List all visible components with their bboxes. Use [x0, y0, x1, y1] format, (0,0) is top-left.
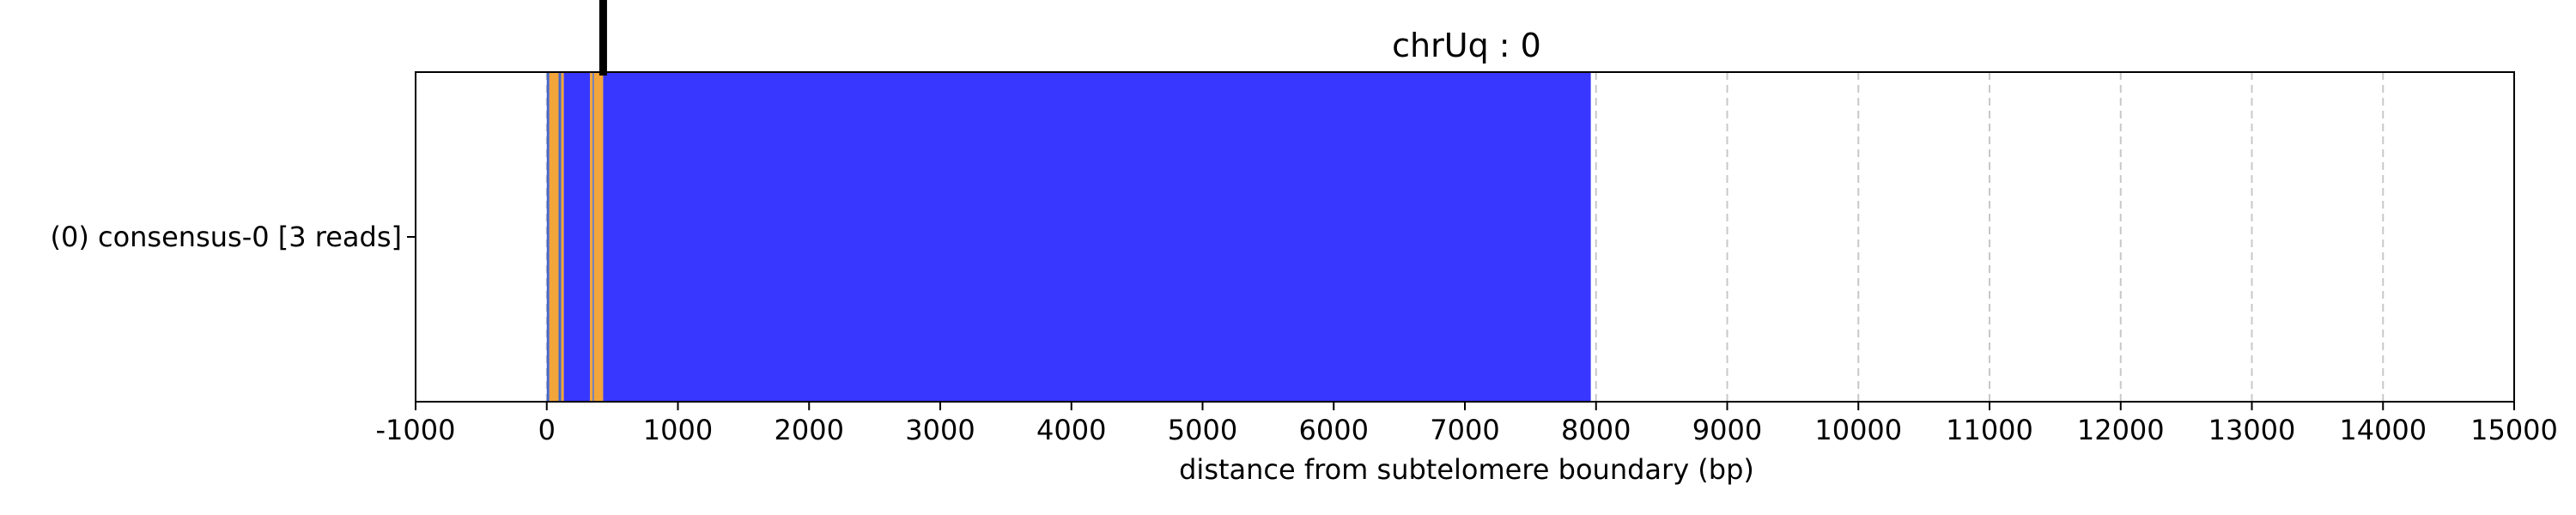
y-tick-label: (0) consensus-0 [3 reads] — [50, 221, 402, 253]
bar-segment — [546, 72, 550, 402]
bar-segment — [563, 72, 591, 402]
x-tick-label: 0 — [538, 414, 556, 446]
x-tick-label: 3000 — [905, 414, 975, 446]
bar-segment — [549, 72, 559, 402]
bar-segment — [603, 72, 1591, 402]
x-tick-label: 8000 — [1561, 414, 1631, 446]
x-tick-label: 12000 — [2077, 414, 2165, 446]
bar-segment — [593, 72, 604, 402]
bars — [546, 72, 1591, 402]
x-tick-label: 2000 — [775, 414, 844, 446]
x-tick-label: 11000 — [1946, 414, 2033, 446]
bar-segment — [561, 72, 564, 402]
chart-title: chrUq : 0 — [1392, 27, 1541, 64]
bar-segment — [592, 72, 594, 402]
x-tick-label: 10000 — [1814, 414, 1902, 446]
x-tick-label: 14000 — [2339, 414, 2427, 446]
x-tick-label: 4000 — [1036, 414, 1106, 446]
x-axis-ticks: -1000 0 1000 2000 3000 4000 5000 6000 7000 8000 90… — [376, 402, 2558, 446]
x-tick-label: 9000 — [1692, 414, 1762, 446]
y-axis-ticks: (0) consensus-0 [3 reads] — [50, 221, 416, 253]
x-tick-label: 6000 — [1299, 414, 1369, 446]
x-tick-label: 7000 — [1430, 414, 1499, 446]
x-tick-label: 1000 — [643, 414, 713, 446]
x-tick-label: -1000 — [376, 414, 456, 446]
x-tick-label: 5000 — [1168, 414, 1237, 446]
bar-segment — [590, 72, 593, 402]
x-tick-label: 13000 — [2208, 414, 2296, 446]
x-tick-label: 15000 — [2470, 414, 2558, 446]
bar-segment — [558, 72, 562, 402]
x-axis-label: distance from subtelomere boundary (bp) — [1179, 453, 1754, 486]
